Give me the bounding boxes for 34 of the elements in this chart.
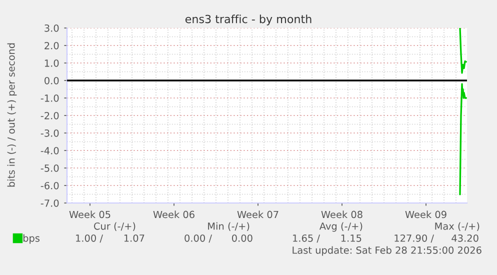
- y-tick-label: -7.0: [40, 199, 59, 207]
- x-tick-label: Week 05: [69, 210, 110, 218]
- text: Min (-/+): [208, 222, 250, 231]
- text: 43.20: [452, 234, 478, 242]
- text: Avg (-/+): [319, 222, 362, 232]
- y-tick-label: -2.0: [40, 112, 59, 120]
- y-tick-label: -5.0: [40, 164, 59, 172]
- text: 1.07: [124, 234, 144, 242]
- text: 1.15: [341, 234, 362, 242]
- x-tick-label: Week 07: [237, 210, 278, 218]
- y-tick-label: 3.0: [44, 24, 59, 32]
- text: Last update: Sat Feb 28 21:55:00 2026: [292, 246, 482, 256]
- y-tick-label: -6.0: [40, 182, 59, 190]
- y-tick-label: 2.0: [44, 42, 59, 50]
- y-tick-label: -4.0: [40, 146, 59, 154]
- text: 1.00 /: [76, 234, 103, 243]
- text: Cur (-/+): [94, 222, 136, 231]
- legend-label: bps: [23, 234, 40, 244]
- x-tick-label: Week 09: [405, 210, 446, 218]
- text: 0.00 /: [184, 234, 212, 243]
- y-tick-label: -3.0: [40, 129, 59, 137]
- chart-title: ens3 traffic - by month: [185, 14, 312, 26]
- y-axis-title: bits in (-) / out (+) per second: [7, 43, 17, 187]
- line-series: [459, 83, 467, 196]
- x-tick-label: Week 06: [153, 210, 194, 218]
- y-tick-label: -1.0: [40, 94, 59, 102]
- x-tick-label: Week 08: [321, 210, 362, 218]
- text: 0.00: [232, 234, 252, 242]
- y-tick-label: 0.0: [44, 76, 59, 84]
- y-tick-label: 1.0: [44, 59, 59, 67]
- text: 127.90 /: [394, 234, 434, 243]
- text: Max (-/+): [435, 222, 480, 231]
- text: 1.65 /: [293, 234, 320, 243]
- line-series: [459, 28, 467, 74]
